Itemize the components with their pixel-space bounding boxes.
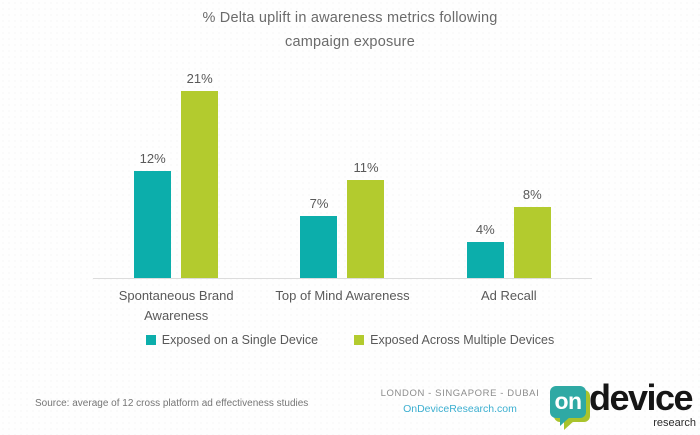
bar-series-1: 21% (181, 71, 219, 278)
bar-value-label: 11% (353, 160, 379, 176)
bar-series-1: 8% (513, 187, 551, 278)
bar-value-label: 8% (522, 186, 542, 202)
bar-value-label: 4% (475, 222, 495, 238)
legend-item-0: Exposed on a Single Device (145, 333, 319, 347)
logo-bubble-tail (560, 416, 571, 426)
legend-swatch-icon (354, 335, 365, 345)
legend-label: Exposed on a Single Device (161, 333, 319, 347)
chart-title: % Delta uplift in awareness metrics foll… (0, 7, 700, 55)
chart-title-line1: % Delta uplift in awareness metrics foll… (202, 10, 498, 26)
bar-group: 4% 8% (426, 60, 592, 278)
bar-group: 7% 11% (259, 60, 425, 278)
website-url: OnDeviceResearch.com (403, 403, 517, 415)
bar-series-0: 12% (134, 151, 172, 278)
logo-sub-text: research (653, 417, 696, 429)
ondevice-logo: on device research (548, 377, 698, 433)
bar-value-label: 12% (139, 151, 166, 167)
bar-series-1: 11% (347, 160, 385, 278)
bar-series-0: 7% (300, 196, 338, 278)
source-note: Source: average of 12 cross platform ad … (35, 398, 309, 409)
bar-series-0: 4% (466, 222, 504, 278)
logo-brand-text: device (589, 377, 694, 418)
legend-label: Exposed Across Multiple Devices (370, 333, 555, 347)
category-label: Top of Mind Awareness (275, 288, 410, 303)
category-label: Spontaneous Brand Awareness (118, 288, 234, 323)
plot-area: 12% 21% 7% 11% 4% 8% (93, 60, 592, 279)
office-cities: LONDON - SINGAPORE - DUBAI (380, 388, 540, 399)
legend-swatch-icon (145, 335, 156, 345)
logo-speech-bubble-icon: on (550, 386, 586, 418)
category-label: Ad Recall (481, 288, 537, 303)
category-axis: Spontaneous Brand Awareness Top of Mind A… (93, 286, 592, 325)
footer-center: LONDON - SINGAPORE - DUBAI OnDeviceResea… (375, 388, 545, 415)
bar-value-label: 7% (309, 195, 329, 211)
legend: Exposed on a Single Device Exposed Across… (0, 333, 700, 347)
bar-group: 12% 21% (93, 60, 259, 278)
legend-item-1: Exposed Across Multiple Devices (354, 333, 554, 347)
chart-title-line2: campaign exposure (285, 33, 415, 50)
bar-value-label: 21% (186, 71, 213, 87)
